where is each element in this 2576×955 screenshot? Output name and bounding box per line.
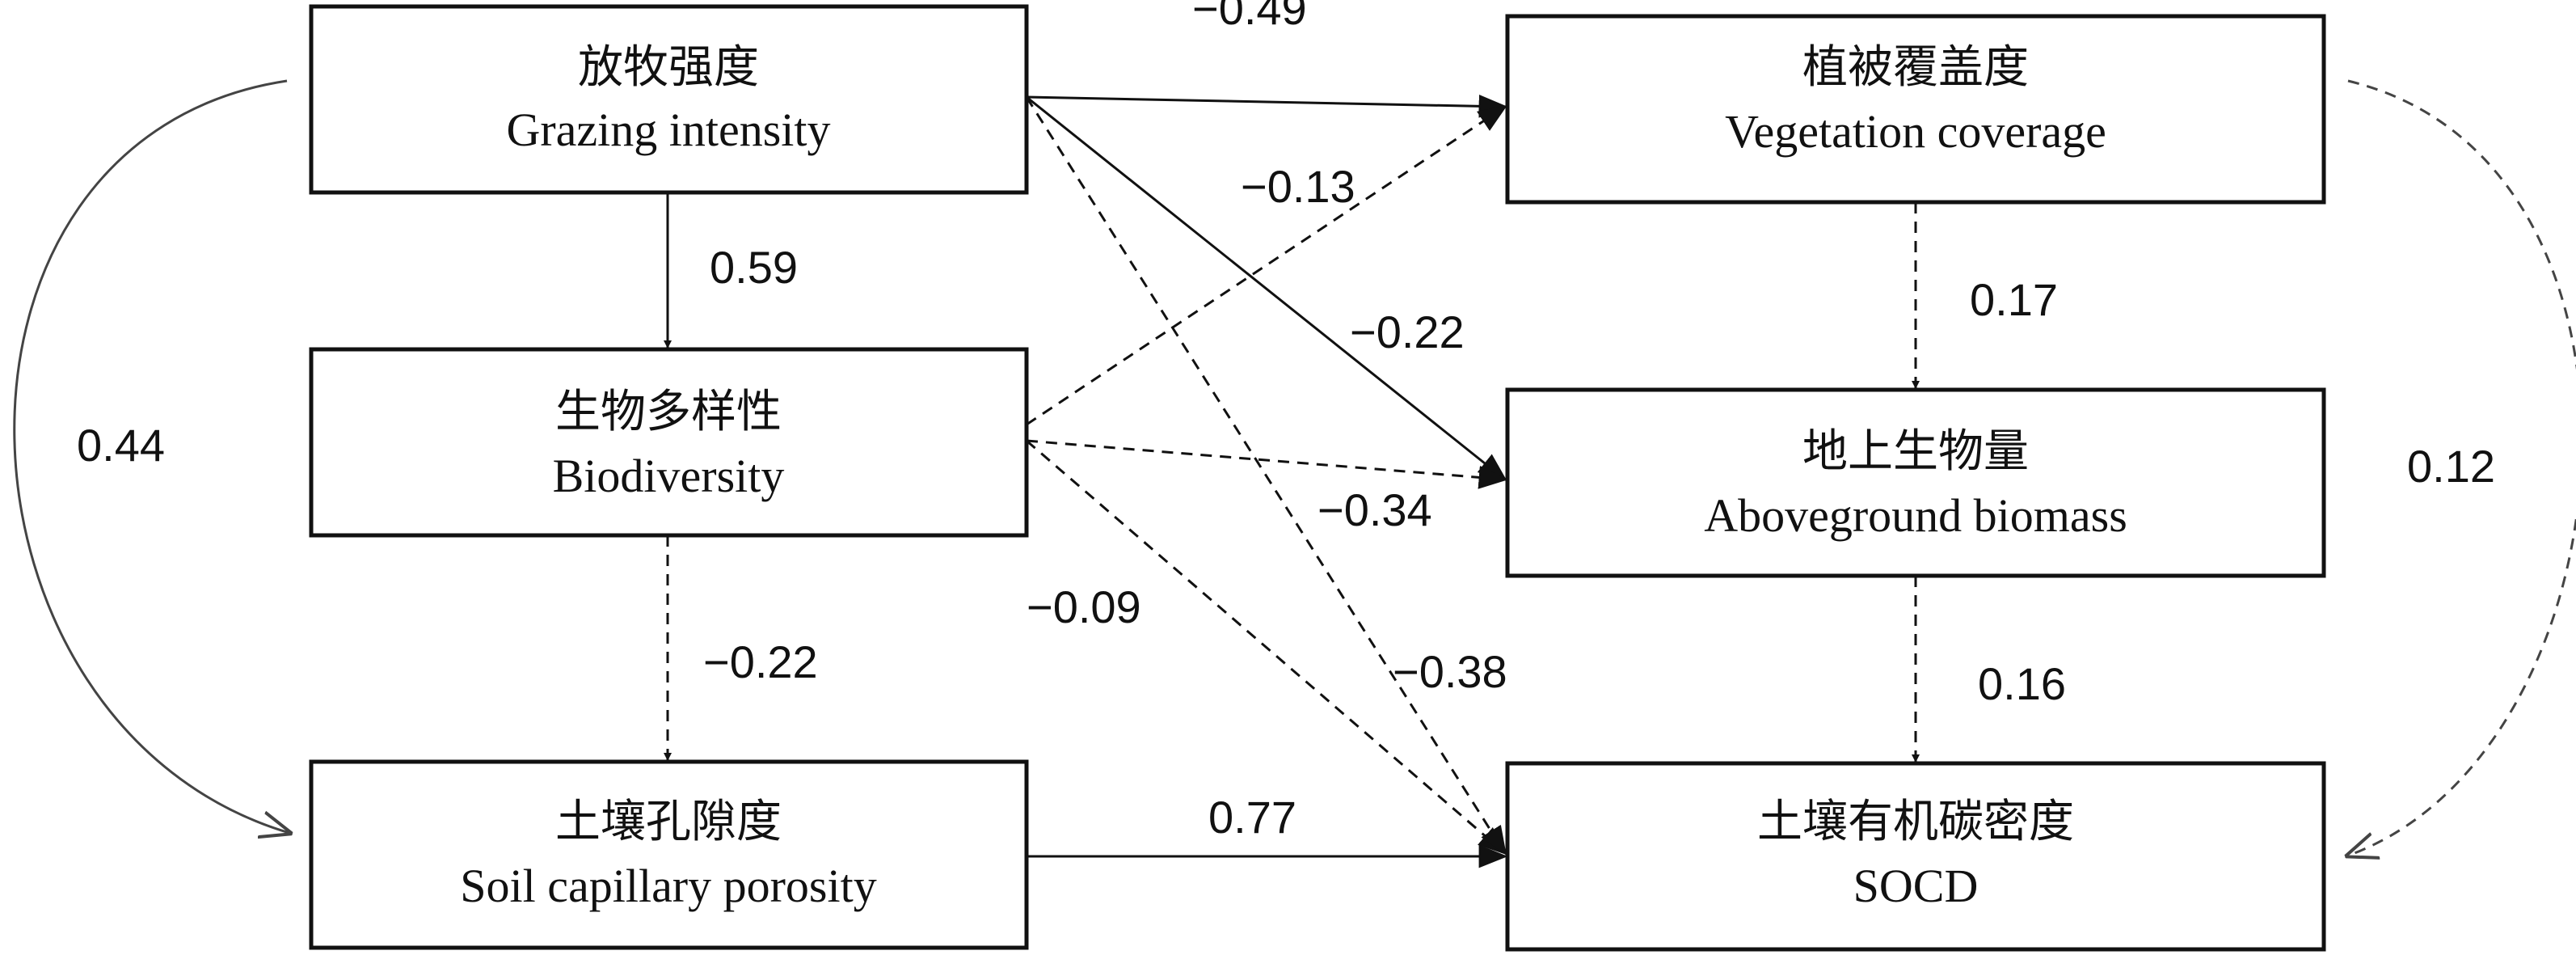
path-grazing-socd bbox=[1025, 96, 1507, 856]
node-socd-en: SOCD bbox=[1853, 860, 1979, 912]
coef-biodiversity-porosity: −0.22 bbox=[703, 636, 818, 687]
node-biodiversity: 生物多样性 Biodiversity bbox=[309, 347, 1029, 538]
node-aboveground-biomass-en: Aboveground biomass bbox=[1704, 489, 2127, 542]
coef-grazing-vegetation: −0.49 bbox=[1192, 0, 1307, 34]
node-socd-zh: 土壤有机碳密度 bbox=[1757, 796, 2074, 848]
path-grazing-porosity bbox=[13, 79, 289, 833]
node-grazing-intensity: 放牧强度 Grazing intensity bbox=[309, 4, 1029, 195]
coef-vegetation-socd: 0.12 bbox=[2407, 441, 2495, 492]
node-socd: 土壤有机碳密度 SOCD bbox=[1505, 761, 2326, 952]
node-soil-capillary-porosity: 土壤孔隙度 Soil capillary porosity bbox=[309, 759, 1029, 950]
node-biodiversity-en: Biodiversity bbox=[553, 450, 785, 502]
node-vegetation-coverage-en: Vegetation coverage bbox=[1725, 105, 2106, 158]
path-grazing-biomass bbox=[1026, 95, 1507, 482]
path-coefficients: −0.49 −0.13 −0.22 −0.34 −0.09 −0.38 0.59… bbox=[77, 0, 2495, 843]
coef-grazing-porosity: 0.44 bbox=[77, 420, 165, 471]
coef-grazing-biomass: −0.22 bbox=[1350, 306, 1465, 357]
path-biodiversity-biomass bbox=[1026, 439, 1508, 489]
coef-biodiversity-socd: −0.09 bbox=[1027, 581, 1141, 632]
path-lines bbox=[13, 79, 2576, 868]
coef-biodiversity-biomass: −0.34 bbox=[1318, 484, 1432, 535]
node-biodiversity-zh: 生物多样性 bbox=[555, 386, 782, 438]
coef-grazing-biodiversity: 0.59 bbox=[710, 242, 798, 293]
coef-vegetation-biomass: 0.17 bbox=[1970, 274, 2058, 325]
node-soil-capillary-porosity-zh: 土壤孔隙度 bbox=[555, 796, 782, 848]
path-biodiversity-socd bbox=[1026, 439, 1507, 856]
node-grazing-intensity-zh: 放牧强度 bbox=[578, 41, 759, 94]
coef-biomass-socd: 0.16 bbox=[1978, 658, 2066, 709]
path-vegetation-socd bbox=[2348, 79, 2576, 856]
node-soil-capillary-porosity-en: Soil capillary porosity bbox=[460, 860, 877, 912]
node-aboveground-biomass-zh: 地上生物量 bbox=[1802, 425, 2029, 478]
coef-porosity-socd: 0.77 bbox=[1208, 792, 1296, 843]
coef-grazing-socd: −0.38 bbox=[1393, 646, 1507, 697]
node-vegetation-coverage: 植被覆盖度 Vegetation coverage bbox=[1505, 14, 2326, 205]
node-vegetation-coverage-zh: 植被覆盖度 bbox=[1802, 41, 2029, 94]
coef-biodiversity-vegetation: −0.13 bbox=[1241, 161, 1355, 212]
node-aboveground-biomass: 地上生物量 Aboveground biomass bbox=[1505, 387, 2326, 578]
path-grazing-vegetation bbox=[1026, 94, 1508, 118]
node-grazing-intensity-en: Grazing intensity bbox=[506, 104, 830, 156]
